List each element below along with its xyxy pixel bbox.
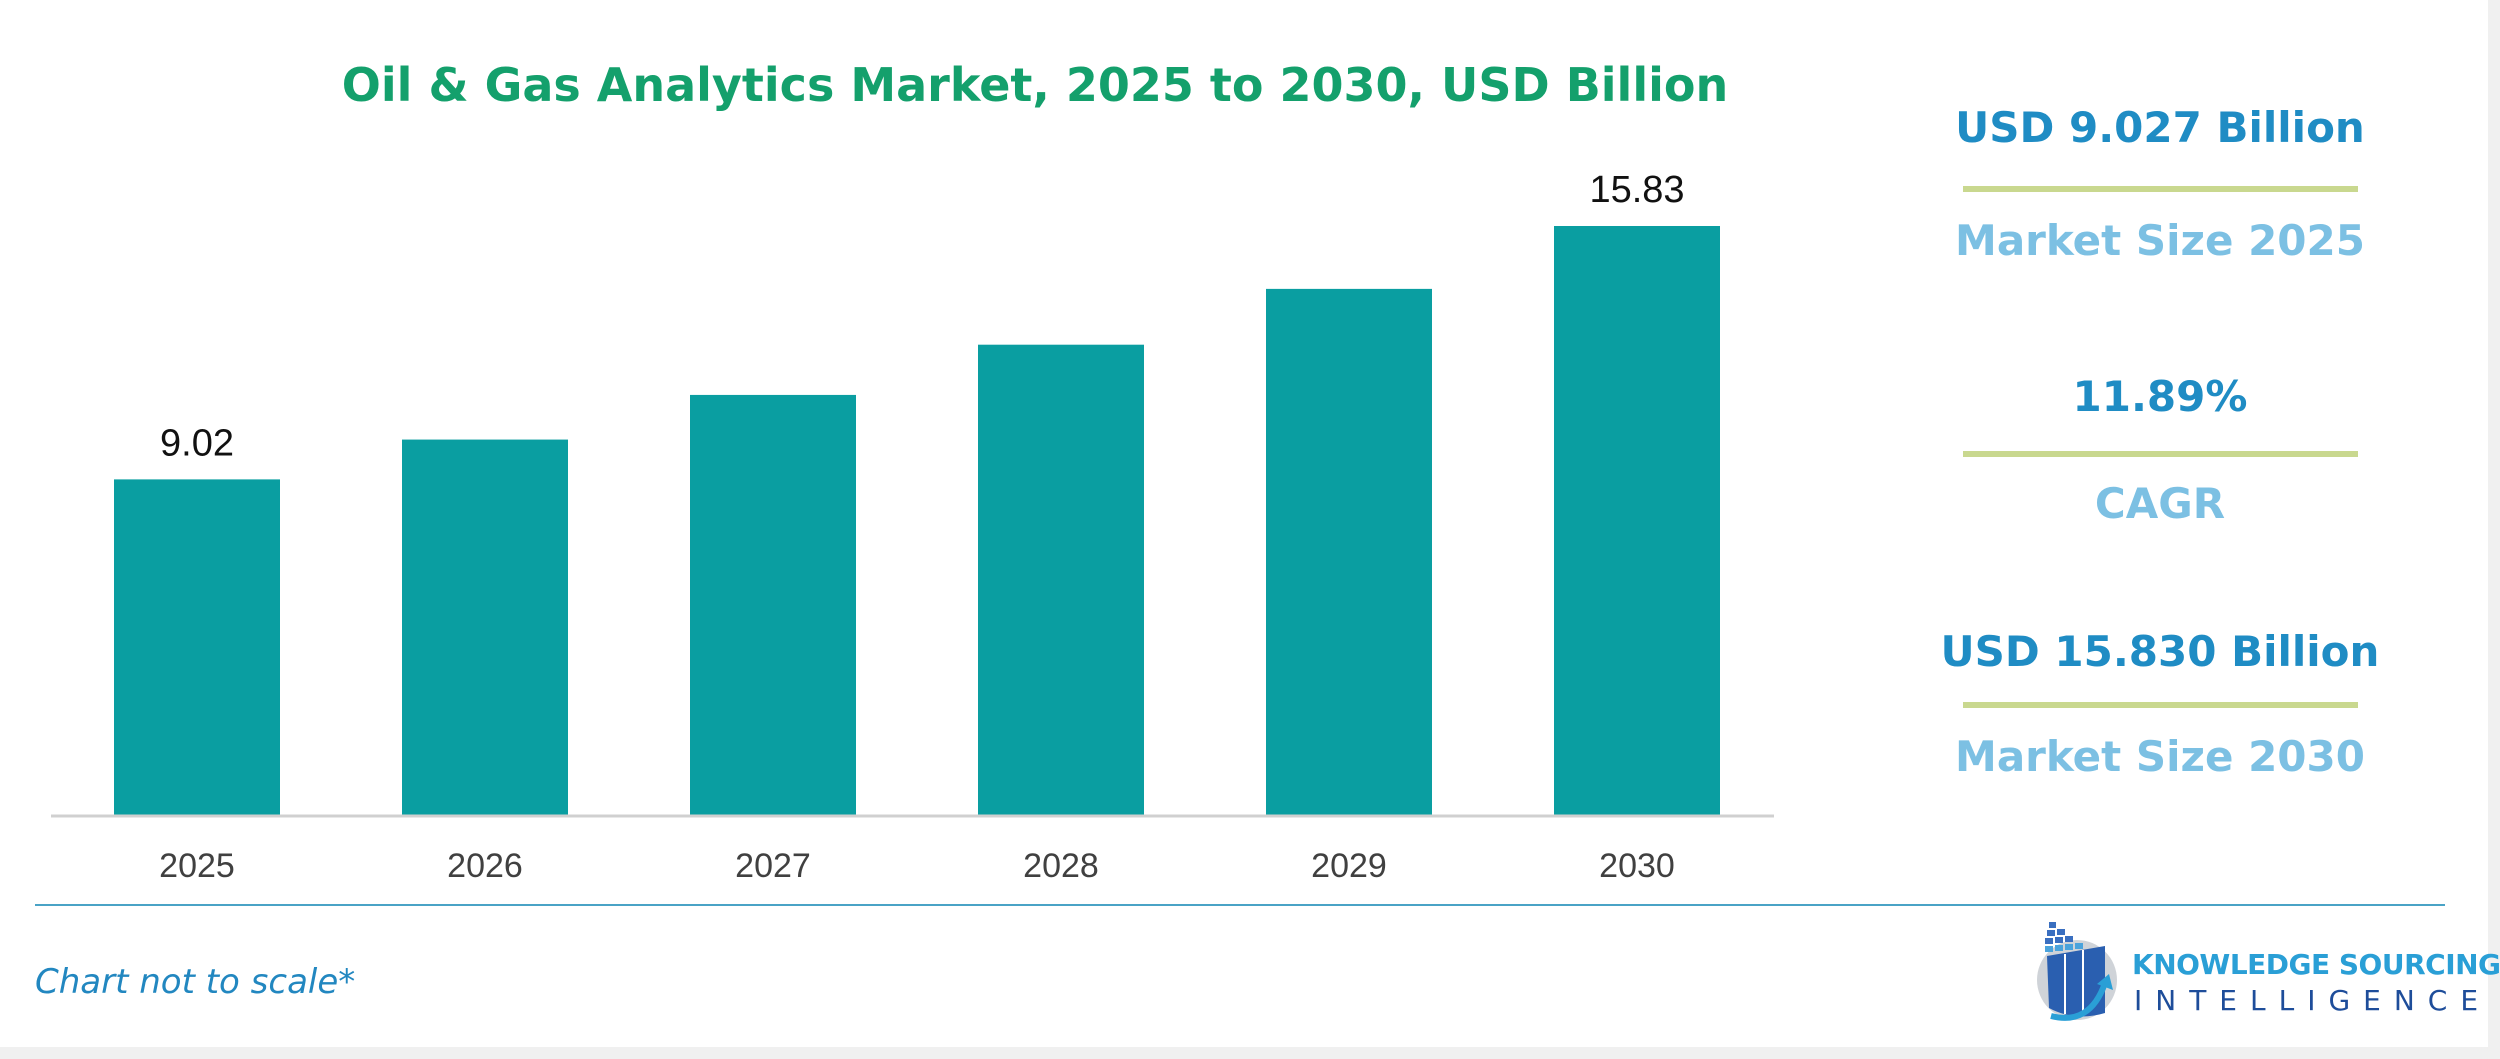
kpi-label: CAGR bbox=[2094, 479, 2226, 528]
x-tick-label: 2029 bbox=[1311, 847, 1387, 885]
kpi-market-size-2025: USD 9.027 Billion Market Size 2025 bbox=[1880, 103, 2440, 265]
bar-2025 bbox=[114, 479, 280, 815]
bar-2026 bbox=[402, 439, 568, 815]
kpi-value: USD 15.830 Billion bbox=[1940, 627, 2380, 676]
kpi-market-size-2030: USD 15.830 Billion Market Size 2030 bbox=[1880, 627, 2440, 781]
bar-2028 bbox=[978, 344, 1144, 815]
data-label: 15.83 bbox=[1589, 169, 1684, 211]
kpi-value: USD 9.027 Billion bbox=[1955, 103, 2365, 152]
bar-chart: 2025 9.02 2026 2027 2028 2029 2030 15.83 bbox=[51, 169, 1774, 885]
kpi-divider bbox=[1962, 186, 2358, 192]
logo-text-line1: KNOWLEDGE SOURCING bbox=[2132, 948, 2500, 981]
logo-ship-icon bbox=[2037, 922, 2117, 1021]
kpi-divider bbox=[1962, 451, 2358, 457]
x-tick-label: 2028 bbox=[1023, 847, 1099, 885]
bar-2030 bbox=[1554, 226, 1720, 815]
kpi-label: Market Size 2030 bbox=[1955, 732, 2365, 781]
footer-divider bbox=[35, 904, 2445, 906]
bar-2027 bbox=[690, 394, 856, 815]
x-tick-label: 2026 bbox=[447, 847, 523, 885]
x-tick-label: 2025 bbox=[159, 847, 235, 885]
kpi-cagr: 11.89% CAGR bbox=[1880, 372, 2440, 528]
bar-2029 bbox=[1266, 288, 1432, 815]
kpi-label: Market Size 2025 bbox=[1955, 216, 2365, 265]
company-logo: KNOWLEDGE SOURCING INTELLIGENCE bbox=[2035, 918, 2500, 1028]
data-label: 9.02 bbox=[160, 422, 234, 464]
kpi-value: 11.89% bbox=[2072, 372, 2248, 421]
footnote: Chart not to scale* bbox=[35, 962, 356, 1002]
chart-title: Oil & Gas Analytics Market, 2025 to 2030… bbox=[341, 58, 1729, 112]
logo-text-line2: INTELLIGENCE bbox=[2134, 984, 2492, 1017]
kpi-divider bbox=[1962, 702, 2358, 708]
x-tick-label: 2027 bbox=[735, 847, 811, 885]
x-tick-label: 2030 bbox=[1599, 847, 1675, 885]
